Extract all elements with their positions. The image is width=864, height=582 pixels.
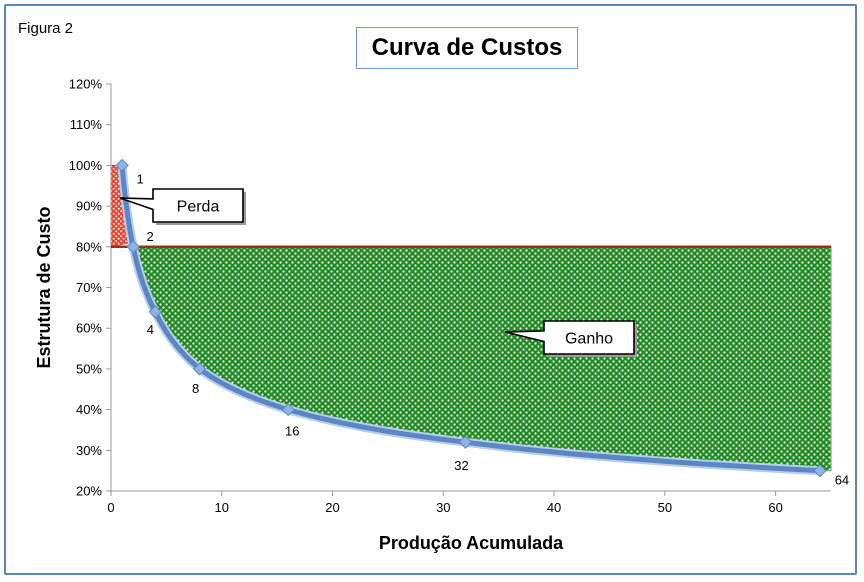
point-label: 64 bbox=[835, 473, 849, 488]
y-tick-label: 50% bbox=[76, 361, 102, 376]
callout-layer: Perda Ganho bbox=[119, 188, 637, 357]
y-tick-label: 40% bbox=[76, 402, 102, 417]
data-point bbox=[126, 240, 140, 254]
data-point bbox=[148, 305, 163, 319]
series-layer bbox=[111, 158, 831, 478]
y-tick-label: 100% bbox=[69, 158, 103, 173]
point-label: 4 bbox=[147, 322, 154, 337]
callout-perda-box bbox=[119, 188, 244, 223]
region-ganho bbox=[132, 246, 832, 472]
x-tick-label: 60 bbox=[768, 500, 782, 515]
y-tick-label: 80% bbox=[76, 239, 102, 254]
data-point bbox=[192, 362, 207, 376]
callout-ganho-text: Ganho bbox=[565, 331, 613, 348]
callout-ganho-box bbox=[504, 320, 635, 355]
point-label: 1 bbox=[136, 171, 143, 186]
chart-title: Curva de Custos bbox=[356, 27, 578, 69]
x-tick-label: 50 bbox=[658, 500, 672, 515]
point-label: 16 bbox=[285, 424, 299, 439]
callout-perda-text: Perda bbox=[177, 199, 220, 216]
x-tick-label: 0 bbox=[107, 500, 114, 515]
data-point bbox=[813, 463, 827, 478]
y-tick-label: 30% bbox=[76, 443, 102, 458]
data-point bbox=[281, 402, 295, 417]
point-label: 32 bbox=[454, 458, 468, 473]
x-tick-label: 30 bbox=[436, 500, 450, 515]
callout-ganho: Ganho bbox=[504, 320, 637, 357]
point-label: 8 bbox=[192, 381, 199, 396]
labels-layer: 1 2 4 8 16 32 64 bbox=[136, 171, 849, 487]
data-point bbox=[458, 435, 473, 449]
data-point bbox=[115, 158, 129, 173]
callout-perda: Perda bbox=[119, 188, 246, 225]
y-tick-label: 20% bbox=[76, 484, 102, 499]
y-tick-label: 120% bbox=[69, 77, 103, 92]
y-axis-title: Estrutura de Custo bbox=[34, 206, 54, 368]
x-tick-label: 20 bbox=[325, 500, 339, 515]
figure-label: Figura 2 bbox=[18, 20, 74, 37]
x-tick-label: 10 bbox=[215, 500, 229, 515]
x-axis-title: Produção Acumulada bbox=[379, 533, 564, 553]
axes-layer: 20% 30% 40% 50% 60% 70% 80% 90% 100% 110% 120% 0 10 2… bbox=[34, 77, 831, 553]
x-tick-label: 40 bbox=[547, 500, 561, 515]
y-tick-label: 70% bbox=[76, 280, 102, 295]
point-label: 2 bbox=[147, 229, 154, 244]
y-tick-label: 60% bbox=[76, 321, 102, 336]
y-tick-label: 90% bbox=[76, 199, 102, 214]
y-tick-label: 110% bbox=[70, 117, 103, 132]
